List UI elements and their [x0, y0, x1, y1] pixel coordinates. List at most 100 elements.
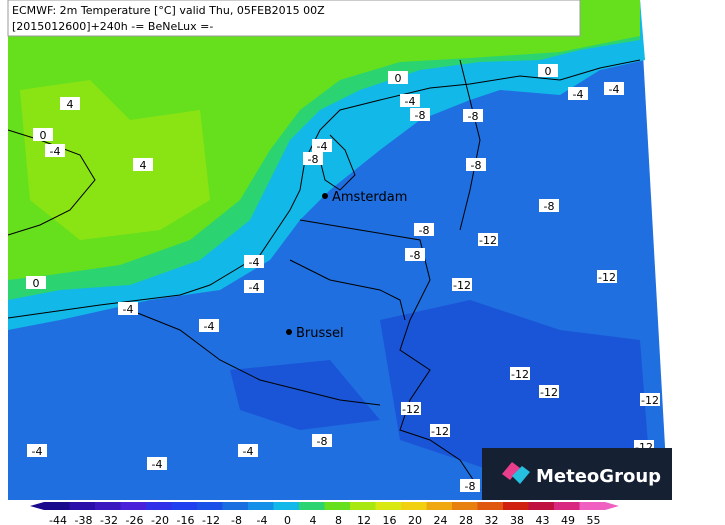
warm-zone: [20, 80, 210, 240]
contour-label-box: [604, 82, 624, 95]
colorbar-segment: [146, 502, 172, 510]
contour-label: -8: [317, 435, 328, 448]
contour-label: -8: [419, 224, 430, 237]
contour-label: -12: [511, 368, 529, 381]
city-dot: [322, 193, 328, 199]
contour-label: 0: [33, 277, 40, 290]
colorbar-label: 12: [357, 514, 371, 525]
contour-label: -12: [431, 425, 449, 438]
contour-label-box: [597, 270, 617, 283]
contour-label-box: [147, 457, 167, 470]
colorbar-segment: [579, 502, 605, 510]
contour-label-box: [430, 424, 450, 437]
contour-label-box: [452, 278, 472, 291]
colorbar-label: 24: [434, 514, 448, 525]
contour-label: -4: [32, 445, 43, 458]
cold-zone: [230, 300, 650, 480]
logo-icon: [502, 462, 530, 484]
contour-label-box: [460, 479, 480, 492]
contour-label-box: [400, 94, 420, 107]
colorbar-segment: [299, 502, 325, 510]
colorbar-end: [605, 502, 619, 510]
contour-label-box: [640, 393, 660, 406]
title: ECMWF: 2m Temperature [°C] valid Thu, 05…: [12, 4, 325, 17]
contour-label-box: [410, 108, 430, 121]
contour-label: -8: [410, 249, 421, 262]
contour-label: -12: [641, 394, 659, 407]
contour-label: -4: [609, 83, 620, 96]
colorbar-label: 8: [335, 514, 342, 525]
contour-label-box: [238, 444, 258, 457]
logo-text: MeteoGroup: [536, 466, 661, 487]
colorbar-segment: [554, 502, 580, 510]
contour-label-box: [568, 87, 588, 100]
contour-label: -4: [204, 320, 215, 333]
colorbar-label: 28: [459, 514, 473, 525]
contour-label-box: [33, 128, 53, 141]
contour-label-box: [244, 280, 264, 293]
contour-label: -4: [249, 256, 260, 269]
contour-label-box: [466, 158, 486, 171]
contour-label: -4: [249, 281, 260, 294]
contour-label: -12: [402, 403, 420, 416]
colorbar-label: -4: [257, 514, 268, 525]
contour-label-box: [539, 385, 559, 398]
contour-label-box: [405, 248, 425, 261]
colorbar-end: [30, 502, 44, 510]
colorbar-segment: [477, 502, 503, 510]
colorbar-label: -44: [49, 514, 67, 525]
colorbar-label: 38: [510, 514, 524, 525]
contour-label-box: [244, 255, 264, 268]
colorbar-label: 49: [561, 514, 575, 525]
colorbar-segment: [426, 502, 452, 510]
colorbar-label: 16: [383, 514, 397, 525]
contour-label: -4: [50, 145, 61, 158]
contour-label: -4: [317, 140, 328, 153]
colorbar-segment: [44, 502, 70, 510]
city-dot: [286, 329, 292, 335]
colorbar-label: 0: [284, 514, 291, 525]
city-label: Brussel: [296, 326, 344, 341]
contour-label: 0: [545, 65, 552, 78]
coastlines: [7, 59, 641, 491]
contour-label-box: [312, 139, 332, 152]
subtitle: [2015012600]+240h -= BeNeLux =-: [12, 20, 213, 33]
colorbar-segment: [375, 502, 401, 510]
colorbar-segment: [503, 502, 529, 510]
contour-label-box: [118, 302, 138, 315]
contour-label: -4: [152, 458, 163, 471]
colorbar-segment: [401, 502, 427, 510]
contour-label: -8: [415, 109, 426, 122]
colorbar-label: -38: [75, 514, 93, 525]
contour-label: -8: [544, 200, 555, 213]
contour-label: -12: [479, 234, 497, 247]
contour-label: 0: [40, 129, 47, 142]
colorbar-segment: [350, 502, 376, 510]
colorbar-segment: [273, 502, 299, 510]
colorbar-segment: [69, 502, 95, 510]
colorbar-label: -32: [100, 514, 118, 525]
contour-label-box: [199, 319, 219, 332]
contour-label: -12: [598, 271, 616, 284]
contour-label: 0: [395, 72, 402, 85]
contour-label-box: [27, 444, 47, 457]
colorbar-segment: [197, 502, 223, 510]
contour-label-box: [478, 233, 498, 246]
contour-label-box: [539, 199, 559, 212]
colorbar-segment: [171, 502, 197, 510]
contour-label: -12: [540, 386, 558, 399]
colorbar-segment: [528, 502, 554, 510]
contour-label-box: [303, 152, 323, 165]
colorbar-label: -16: [177, 514, 195, 525]
contour-label-box: [388, 71, 408, 84]
colorbar-label: -8: [231, 514, 242, 525]
colorbar-segment: [248, 502, 274, 510]
contour-label: -12: [453, 279, 471, 292]
contour-label: -4: [405, 95, 416, 108]
contour-label: -8: [468, 110, 479, 123]
colorbar-segment: [222, 502, 248, 510]
city-label: Amsterdam: [332, 190, 407, 205]
colorbar-label: 43: [536, 514, 550, 525]
contour-label-box: [463, 109, 483, 122]
